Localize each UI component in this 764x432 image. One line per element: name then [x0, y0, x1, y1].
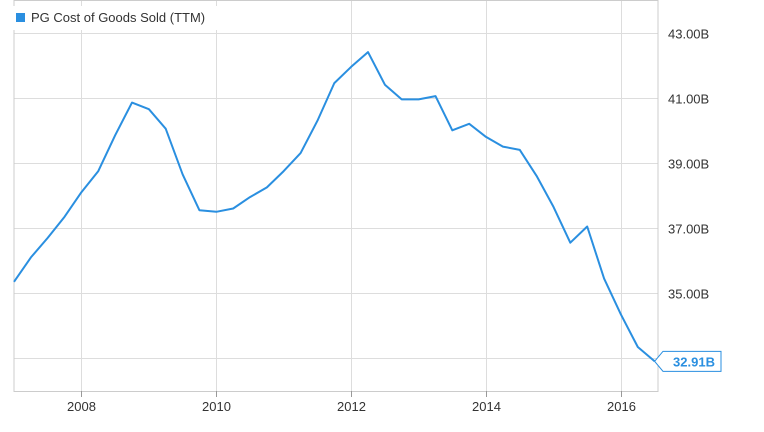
- x-tick-label: 2014: [472, 399, 501, 414]
- data-point: [468, 123, 470, 125]
- axes: [13, 0, 659, 392]
- data-point: [30, 256, 32, 258]
- data-point: [283, 170, 285, 172]
- data-point: [586, 225, 588, 227]
- data-point: [181, 173, 183, 175]
- y-tick-label: 37.00B: [668, 222, 709, 237]
- data-point: [417, 98, 419, 100]
- legend: PG Cost of Goods Sold (TTM): [10, 6, 250, 30]
- data-point: [266, 186, 268, 188]
- data-point: [620, 313, 622, 315]
- y-tick-label: 39.00B: [668, 157, 709, 172]
- last-value-marker: 32.91B: [653, 350, 722, 372]
- data-point: [434, 95, 436, 97]
- data-point: [552, 206, 554, 208]
- data-point: [215, 211, 217, 213]
- data-point: [165, 128, 167, 130]
- data-point: [603, 277, 605, 279]
- data-point: [485, 136, 487, 138]
- legend-label: PG Cost of Goods Sold (TTM): [31, 10, 205, 25]
- y-tick-label: 41.00B: [668, 92, 709, 107]
- y-axis-ticks: 35.00B 37.00B 39.00B 41.00B 43.00B: [668, 27, 709, 302]
- data-point: [451, 129, 453, 131]
- x-tick-label: 2016: [607, 399, 636, 414]
- x-axis-ticks: 2008 2010 2012 2014 2016: [67, 391, 636, 414]
- data-point: [316, 119, 318, 121]
- data-point: [367, 51, 369, 53]
- series-layer: [13, 51, 656, 363]
- data-point: [569, 242, 571, 244]
- y-tick-label: 35.00B: [668, 287, 709, 302]
- data-point: [47, 237, 49, 239]
- data-point: [535, 175, 537, 177]
- legend-box: [10, 6, 250, 30]
- data-point: [63, 216, 65, 218]
- x-tick-label: 2008: [67, 399, 96, 414]
- last-value-box: [653, 350, 722, 372]
- data-point: [249, 196, 251, 198]
- data-point: [350, 66, 352, 68]
- data-point: [232, 207, 234, 209]
- data-point: [333, 82, 335, 84]
- data-point: [131, 101, 133, 103]
- data-point: [519, 149, 521, 151]
- data-point: [384, 84, 386, 86]
- data-point: [114, 134, 116, 136]
- legend-swatch: [16, 13, 25, 22]
- grid: [14, 0, 658, 391]
- x-tick-label: 2010: [202, 399, 231, 414]
- data-point: [13, 281, 15, 283]
- data-point: [401, 98, 403, 100]
- data-point: [637, 346, 639, 348]
- y-tick-label: 43.00B: [668, 27, 709, 42]
- series-line: [13, 51, 656, 363]
- plot-frame: [13, 0, 659, 392]
- data-point: [80, 191, 82, 193]
- x-tick-label: 2012: [337, 399, 366, 414]
- data-point: [198, 209, 200, 211]
- last-value-label: 32.91B: [673, 354, 715, 369]
- data-point: [148, 108, 150, 110]
- data-point: [299, 152, 301, 154]
- data-point: [97, 170, 99, 172]
- data-point: [502, 145, 504, 147]
